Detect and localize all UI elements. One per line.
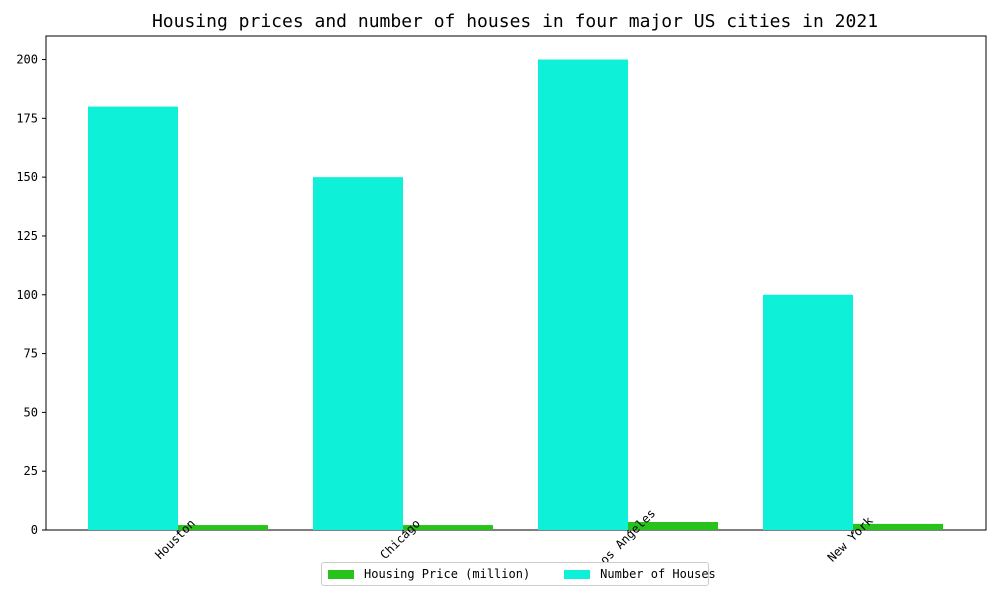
y-tick-label: 125 <box>16 229 38 243</box>
bar-number-of-houses <box>313 177 403 530</box>
y-tick-label: 200 <box>16 53 38 67</box>
bars-group <box>88 59 943 531</box>
y-tick-label: 25 <box>24 464 38 478</box>
legend-item-number-of-houses: Number of Houses <box>558 567 716 581</box>
legend-label-housing-price: Housing Price (million) <box>364 567 531 581</box>
bar-number-of-houses <box>88 106 178 531</box>
bar-number-of-houses <box>763 294 853 530</box>
chart-title: Housing prices and number of houses in f… <box>152 11 878 32</box>
legend-swatch-housing-price <box>328 569 354 579</box>
plot-area <box>45 35 987 531</box>
chart-legend: Housing Price (million) Number of Houses <box>321 562 716 586</box>
bar-housing-price <box>628 522 718 530</box>
y-tick-label: 75 <box>24 347 38 361</box>
y-tick-label: 175 <box>16 111 38 125</box>
y-tick-label: 0 <box>31 523 38 537</box>
legend-item-housing-price: Housing Price (million) <box>322 567 530 581</box>
bar-housing-price <box>853 523 943 530</box>
y-axis: 0 25 50 75 100 125 150 175 200 <box>16 53 46 537</box>
y-tick-label: 150 <box>16 170 38 184</box>
legend-swatch-number-of-houses <box>564 569 591 579</box>
legend-label-number-of-houses: Number of Houses <box>600 567 716 581</box>
y-tick-label: 50 <box>24 405 38 419</box>
bar-housing-price <box>178 525 268 530</box>
bar-housing-price <box>403 525 493 530</box>
y-tick-label: 100 <box>16 288 38 302</box>
bar-number-of-houses <box>538 59 628 531</box>
